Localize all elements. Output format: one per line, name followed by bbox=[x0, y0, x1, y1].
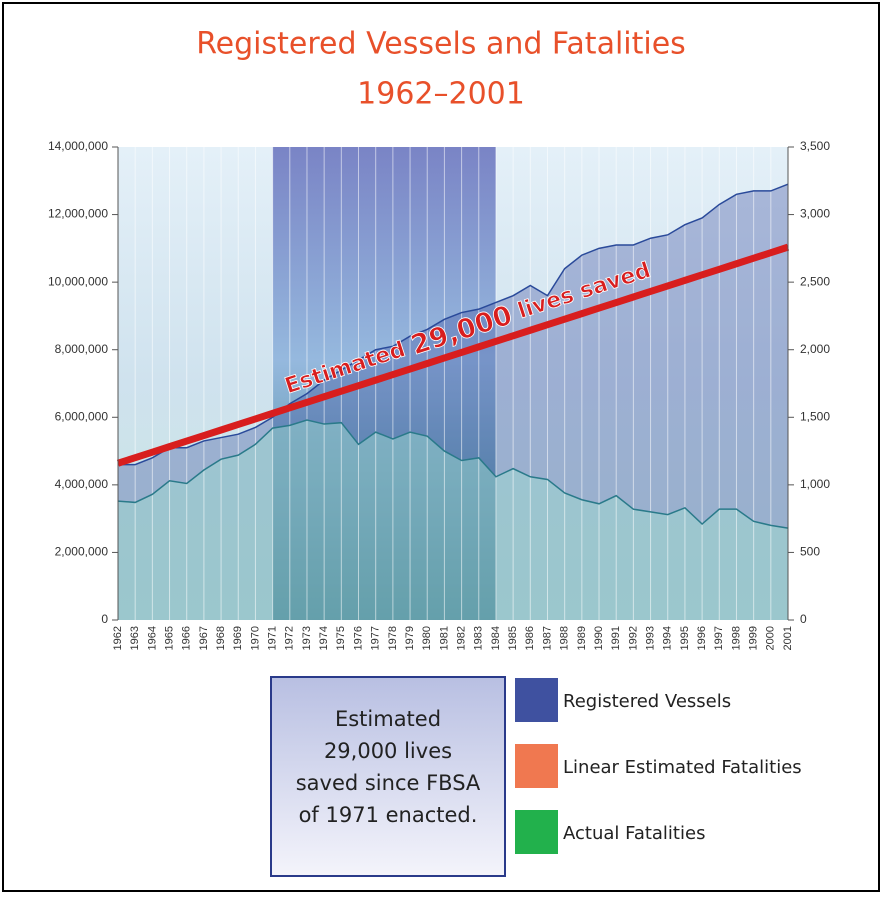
x-tick-label: 1982 bbox=[455, 626, 467, 650]
y-tick-label: 0 bbox=[101, 612, 108, 626]
y2-tick-label: 1,500 bbox=[800, 409, 830, 423]
y2-tick-label: 3,000 bbox=[800, 207, 830, 221]
x-tick-label: 1997 bbox=[713, 626, 725, 650]
note-text: of 1971 enacted. bbox=[299, 803, 478, 827]
legend-label: Linear Estimated Fatalities bbox=[563, 757, 802, 778]
highlight-band bbox=[272, 147, 496, 620]
note-text: saved since FBSA bbox=[296, 771, 481, 795]
x-tick-label: 1996 bbox=[696, 626, 708, 650]
legend-swatch bbox=[515, 744, 558, 788]
y2-tick-label: 1,000 bbox=[800, 477, 830, 491]
y2-tick-label: 2,500 bbox=[800, 274, 830, 288]
plot-area: Estimated 29,000 lives saved02,000,0004,… bbox=[48, 139, 830, 650]
y-tick-label: 8,000,000 bbox=[55, 342, 109, 356]
series-line bbox=[116, 243, 790, 467]
area bbox=[118, 184, 788, 620]
y-tick-label: 14,000,000 bbox=[48, 139, 108, 153]
x-tick-label: 1984 bbox=[490, 626, 502, 650]
chart-title: Registered Vessels and Fatalities bbox=[196, 27, 686, 62]
note-box bbox=[270, 676, 506, 877]
x-tick-label: 1973 bbox=[301, 626, 313, 650]
series-line bbox=[118, 183, 789, 466]
x-tick-label: 1989 bbox=[576, 626, 588, 650]
y-tick-label: 4,000,000 bbox=[55, 477, 109, 491]
y2-tick-label: 0 bbox=[800, 612, 807, 626]
y2-tick-label: 500 bbox=[800, 545, 820, 559]
x-tick-label: 1974 bbox=[318, 626, 330, 650]
x-tick-label: 1999 bbox=[748, 626, 760, 650]
x-tick-label: 1991 bbox=[610, 626, 622, 650]
x-tick-label: 1995 bbox=[679, 626, 691, 650]
y-tick-label: 2,000,000 bbox=[55, 545, 109, 559]
x-tick-label: 1964 bbox=[146, 626, 158, 650]
x-tick-label: 1990 bbox=[593, 626, 605, 650]
x-tick-label: 1994 bbox=[662, 626, 674, 650]
x-tick-label: 1998 bbox=[730, 626, 742, 650]
x-tick-label: 1963 bbox=[129, 626, 141, 650]
y-tick-label: 10,000,000 bbox=[48, 274, 108, 288]
x-tick-label: 1971 bbox=[267, 626, 279, 650]
x-tick-label: 1980 bbox=[421, 626, 433, 650]
x-tick-label: 1970 bbox=[249, 626, 261, 650]
x-tick-label: 1976 bbox=[352, 626, 364, 650]
x-tick-label: 1978 bbox=[387, 626, 399, 650]
x-tick-label: 1972 bbox=[284, 626, 296, 650]
x-tick-label: 1987 bbox=[541, 626, 553, 650]
x-tick-label: 1986 bbox=[524, 626, 536, 650]
legend-label: Actual Fatalities bbox=[563, 823, 705, 844]
x-tick-label: 1965 bbox=[163, 626, 175, 650]
x-tick-label: 1968 bbox=[215, 626, 227, 650]
y2-tick-label: 2,000 bbox=[800, 342, 830, 356]
legend: Registered Vessels Linear Estimated Fatal… bbox=[515, 678, 802, 854]
x-tick-label: 1992 bbox=[627, 626, 639, 650]
y2-tick-label: 3,500 bbox=[800, 139, 830, 153]
x-tick-label: 1967 bbox=[198, 626, 210, 650]
x-tick-label: 1975 bbox=[335, 626, 347, 650]
legend-label: Registered Vessels bbox=[563, 691, 731, 712]
note-text: Estimated bbox=[335, 707, 441, 731]
x-tick-label: 1993 bbox=[644, 626, 656, 650]
series-line bbox=[117, 419, 789, 529]
chart-subtitle: 1962–2001 bbox=[357, 77, 525, 112]
y-tick-label: 6,000,000 bbox=[55, 409, 109, 423]
x-tick-label: 1981 bbox=[438, 626, 450, 650]
note-text: 29,000 lives bbox=[324, 739, 452, 763]
x-tick-label: 1962 bbox=[112, 626, 124, 650]
x-tick-label: 1977 bbox=[370, 626, 382, 650]
x-tick-label: 1988 bbox=[559, 626, 571, 650]
x-tick-label: 2000 bbox=[765, 626, 777, 650]
x-tick-label: 1969 bbox=[232, 626, 244, 650]
x-tick-label: 1983 bbox=[473, 626, 485, 650]
x-tick-label: 1966 bbox=[181, 626, 193, 650]
area bbox=[118, 419, 788, 620]
x-tick-label: 1979 bbox=[404, 626, 416, 650]
y-tick-label: 12,000,000 bbox=[48, 207, 108, 221]
legend-swatch bbox=[515, 810, 558, 854]
legend-swatch bbox=[515, 678, 558, 722]
x-tick-label: 2001 bbox=[782, 626, 794, 650]
x-tick-label: 1985 bbox=[507, 626, 519, 650]
